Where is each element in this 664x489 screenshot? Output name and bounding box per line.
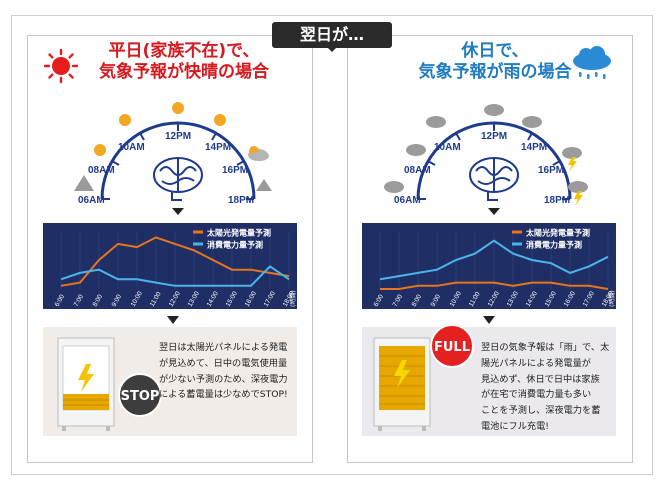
series-line-consumption bbox=[60, 265, 290, 287]
down-arrow-right bbox=[483, 316, 495, 324]
storage-battery-low-icon bbox=[57, 337, 115, 431]
sun-icon bbox=[94, 102, 226, 156]
rain-cloud-icon bbox=[384, 104, 542, 193]
x-axis-label: (時間) bbox=[289, 290, 297, 307]
clock-label-18pm: 18PM bbox=[228, 195, 254, 206]
holiday-title-line2: 気象予報が雨の場合 bbox=[418, 62, 572, 82]
clock-label-16pm: 16PM bbox=[538, 165, 564, 176]
clock-label-10am: 10AM bbox=[118, 142, 145, 153]
sun-icon bbox=[43, 48, 79, 84]
clock-label-14pm: 14PM bbox=[205, 142, 231, 153]
clock-label-16pm: 16PM bbox=[222, 165, 248, 176]
legend-label: 消費電力量予測 bbox=[526, 240, 582, 250]
holiday-title-line1: 休日で、 bbox=[461, 41, 529, 61]
chart-background bbox=[362, 223, 616, 309]
chart-background bbox=[43, 223, 297, 309]
weekday-description: 翌日は太陽光パネルによる発電 が見込めて、日中の電気使用量 が少ない予測のため、… bbox=[159, 342, 288, 401]
holiday-description: 翌日の気象予報は「雨」で、太 陽光パネルによる発電量が 見込めず、休日で日中は家… bbox=[481, 342, 610, 432]
weekday-clock-dial: 06AM 08AM 10AM 12PM 14PM 16PM 18PM bbox=[74, 102, 272, 215]
clock-label-10am: 10AM bbox=[434, 142, 461, 153]
series-line-solar bbox=[380, 281, 609, 290]
holiday-clock-dial: 06AM 08AM 10AM 12PM 14PM 16PM 18PM bbox=[384, 104, 588, 215]
weekday-sunny-title: 平日(家族不在)で、 気象予報が快晴の場合 bbox=[74, 41, 294, 83]
storage-battery-full-icon bbox=[373, 337, 431, 431]
full-badge: FULL bbox=[430, 324, 474, 368]
brain-icon bbox=[469, 157, 519, 201]
legend-label: 太陽光発電量予測 bbox=[525, 228, 590, 238]
mountain-icon bbox=[74, 175, 272, 191]
clock-label-12pm: 12PM bbox=[481, 131, 507, 142]
clock-label-18pm: 18PM bbox=[544, 195, 570, 206]
legend-label: 太陽光発電量予測 bbox=[206, 228, 271, 238]
stop-badge: STOP bbox=[118, 373, 162, 417]
clock-label-12pm: 12PM bbox=[165, 131, 191, 142]
weekday-title-line2: 気象予報が快晴の場合 bbox=[99, 62, 269, 82]
next-day-tag: 翌日が… bbox=[272, 22, 392, 48]
holiday-rain-title: 休日で、 気象予報が雨の場合 bbox=[380, 41, 610, 83]
clock-label-08am: 08AM bbox=[404, 165, 431, 176]
legend-label: 消費電力量予測 bbox=[207, 240, 263, 250]
clock-label-06am: 06AM bbox=[78, 195, 105, 206]
series-line-consumption bbox=[379, 239, 609, 281]
weekday-title-line1: 平日(家族不在)で、 bbox=[108, 41, 260, 61]
down-arrow-left bbox=[167, 316, 179, 324]
rain-cloud-icon bbox=[573, 46, 611, 79]
clock-label-14pm: 14PM bbox=[521, 142, 547, 153]
cloud-icon bbox=[248, 146, 269, 161]
next-day-tag-pointer bbox=[327, 47, 337, 52]
x-axis-label: (時間) bbox=[608, 290, 616, 307]
clock-label-06am: 06AM bbox=[394, 195, 421, 206]
clock-label-08am: 08AM bbox=[88, 165, 115, 176]
series-line-solar bbox=[60, 236, 290, 287]
brain-icon bbox=[153, 157, 203, 201]
thunder-cloud-icon bbox=[562, 147, 588, 206]
